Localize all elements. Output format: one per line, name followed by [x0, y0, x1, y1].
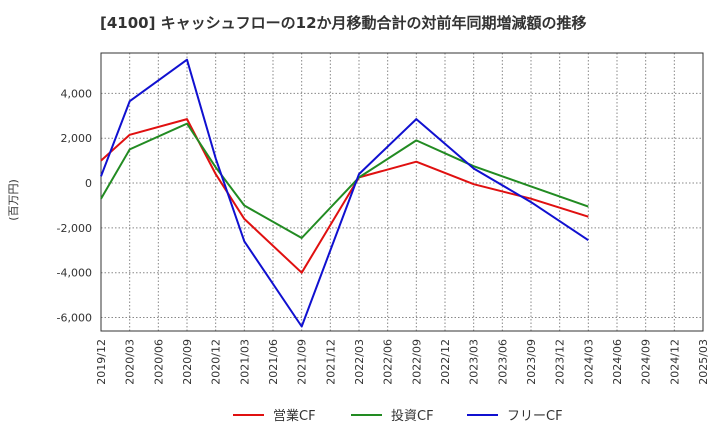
series-lines: [100, 58, 589, 328]
y-tick-label: 0: [85, 177, 92, 190]
x-tick-label: 2021/03: [238, 339, 251, 385]
x-tick-label: 2025/03: [697, 339, 710, 385]
x-tick-label: 2021/12: [324, 339, 337, 385]
x-tick-label: 2024/12: [668, 339, 681, 385]
x-tick-label: 2023/03: [468, 339, 481, 385]
chart-title: [4100] キャッシュフローの12か月移動合計の対前年同期増減額の推移: [100, 14, 587, 32]
y-tick-label: -4,000: [57, 267, 92, 280]
x-tick-label: 2021/06: [267, 339, 280, 385]
legend: 営業CF 投資CF フリーCF: [233, 408, 563, 424]
x-tick-label: 2022/09: [410, 339, 423, 385]
y-axis-ticks: 4,000 2,000 0 -2,000 -4,000 -6,000: [57, 87, 92, 324]
legend-label-3: フリーCF: [507, 409, 563, 424]
legend-label-2: 投資CF: [391, 408, 434, 424]
x-axis-ticks: 2019/12 2020/03 2020/06 2020/09 2020/12 2021/…: [95, 339, 710, 385]
x-tick-label: 2020/03: [124, 339, 137, 385]
x-tick-label: 2023/06: [496, 339, 509, 385]
x-tick-label: 2023/09: [525, 339, 538, 385]
y-tick-label: -6,000: [57, 312, 92, 325]
legend-label-1: 営業CF: [273, 408, 316, 424]
y-tick-label: -2,000: [57, 222, 92, 235]
x-tick-label: 2021/09: [296, 339, 309, 385]
y-tick-label: 2,000: [61, 132, 93, 145]
series-line-3: [100, 58, 589, 328]
x-tick-label: 2020/12: [210, 339, 223, 385]
x-tick-label: 2020/09: [181, 339, 194, 385]
series-line-2: [100, 122, 589, 239]
plot-frame: [100, 52, 704, 332]
grid: [100, 53, 704, 331]
x-tick-label: 2022/12: [439, 339, 452, 385]
x-tick-label: 2019/12: [95, 339, 108, 385]
x-tick-label: 2024/06: [611, 339, 624, 385]
x-tick-label: 2024/09: [640, 339, 653, 385]
x-tick-label: 2022/06: [382, 339, 395, 385]
x-tick-label: 2020/06: [152, 339, 165, 385]
x-tick-label: 2024/03: [582, 339, 595, 385]
series-line-1: [100, 118, 589, 274]
x-tick-label: 2022/03: [353, 339, 366, 385]
y-tick-label: 4,000: [61, 87, 93, 100]
x-tick-label: 2023/12: [554, 339, 567, 385]
y-axis-title: (百万円): [7, 179, 20, 221]
